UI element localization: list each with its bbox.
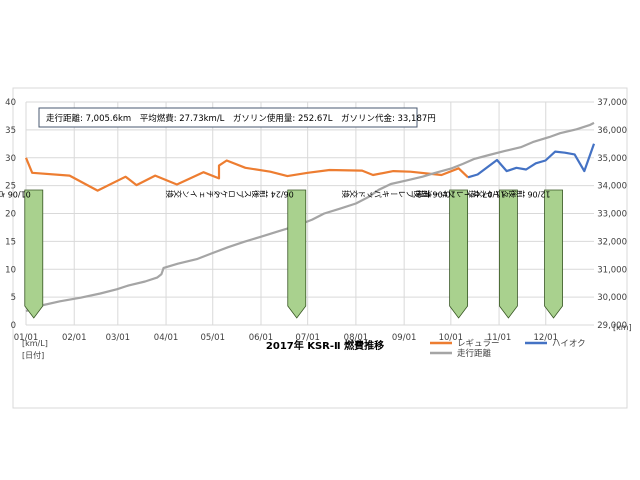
y-right-tick-label: 35,000 <box>597 154 627 164</box>
series-lines <box>24 121 596 313</box>
y-right-tick-label: 36,000 <box>597 126 627 136</box>
annotation-callout: 10/06 前後ブレーキパッド交換 <box>341 189 469 319</box>
y-axis-right-ticks: 29,000 30,000 31,000 32,000 33,000 34,000 35,0… <box>597 98 627 331</box>
x-axis-ticks: 01/01 02/01 03/01 04/01 05/01 06/01 07/01 08/01… <box>14 333 558 343</box>
x-tick-label: 11/01 <box>487 333 512 343</box>
series-line-distance <box>25 121 595 313</box>
plot-border <box>12 87 628 409</box>
y-right-tick-label: 29,000 <box>597 321 627 331</box>
x-tick-label: 03/01 <box>106 333 131 343</box>
annotation-text: 01/06 点火プラグ＆MT 油交換 <box>0 190 31 199</box>
annotation-text: 10/06 前後ブレーキパッド交換 <box>341 190 456 199</box>
annotation-text: 11/07 サイレンサー清掃 <box>415 190 506 199</box>
y-left-tick-label: 0 <box>11 321 16 331</box>
y-left-tick-label: 10 <box>5 265 16 275</box>
annotation-text: 12/06 前後タイヤ交換 <box>468 190 551 199</box>
series-line-premium <box>467 143 596 179</box>
annotation-arrow <box>544 189 563 319</box>
y-left-unit: [km/L] <box>22 339 48 348</box>
y-right-tick-label: 33,000 <box>597 210 627 220</box>
annotation-callout: 01/06 点火プラグ＆MT 油交換 <box>0 189 44 319</box>
y-left-tick-label: 20 <box>5 210 16 220</box>
annotation-text: 06/24 前後スプロケ&チェイン交換 <box>165 190 294 199</box>
annotation-arrow <box>449 189 469 319</box>
chart-title: 2017年 KSR-Ⅱ 燃費推移 <box>266 339 384 352</box>
x-tick-label: 08/01 <box>344 333 369 343</box>
annotation-arrow <box>499 189 518 319</box>
y-right-tick-label: 32,000 <box>597 237 627 247</box>
x-tick-label: 04/01 <box>154 333 179 343</box>
x-tick-label: 10/01 <box>439 333 464 343</box>
y-right-unit: [km] <box>613 323 632 332</box>
legend-label: ハイオク <box>552 339 586 349</box>
annotation-callout: 12/06 前後タイヤ交換 <box>468 190 563 319</box>
y-right-tick-label: 37,000 <box>597 98 627 108</box>
x-tick-label: 06/01 <box>249 333 274 343</box>
x-tick-label: 05/01 <box>200 333 225 343</box>
y-left-tick-label: 40 <box>5 98 16 108</box>
y-left-tick-label: 15 <box>5 237 16 247</box>
series-line-regular <box>24 157 469 192</box>
x-tick-label: 01/01 <box>14 333 39 343</box>
summary-text: 走行距離: 7,005.6km 平均燃費: 27.73km/L ガソリン使用量:… <box>46 113 436 124</box>
y-axis-left-ticks: 0 5 10 15 20 25 30 35 40 <box>5 98 16 331</box>
y-right-tick-label: 30,000 <box>597 293 627 303</box>
y-left-tick-label: 35 <box>5 126 16 136</box>
y-right-tick-label: 31,000 <box>597 265 627 275</box>
x-tick-label: 02/01 <box>62 333 87 343</box>
summary-box <box>38 107 418 128</box>
x-axis-unit: [日付] <box>22 350 44 360</box>
x-tick-label: 12/01 <box>534 333 559 343</box>
annotation-arrow <box>24 189 44 319</box>
annotation-callout: 06/24 前後スプロケ&チェイン交換 <box>165 189 307 319</box>
y-left-tick-label: 5 <box>11 293 16 303</box>
annotation-callout: 11/07 サイレンサー清掃 <box>415 190 518 319</box>
y-right-tick-label: 34,000 <box>597 182 627 192</box>
annotation-arrow <box>287 189 307 319</box>
legend-label: 走行距離 <box>457 348 492 359</box>
maintenance-annotations: 01/06 点火プラグ＆MT 油交換 06/24 前後スプロケ&チェイン交換 10/… <box>0 190 563 319</box>
y-left-tick-label: 25 <box>5 182 16 192</box>
legend-label: レギュラー <box>457 339 500 349</box>
x-tick-label: 07/01 <box>295 333 320 343</box>
y-left-tick-label: 30 <box>5 154 16 164</box>
x-tick-label: 09/01 <box>392 333 417 343</box>
